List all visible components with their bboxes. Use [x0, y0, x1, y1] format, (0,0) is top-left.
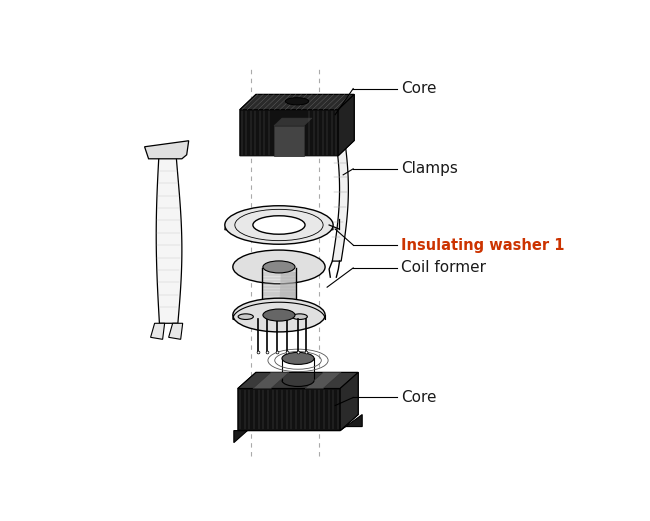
Ellipse shape	[233, 250, 325, 284]
Polygon shape	[238, 373, 358, 389]
Polygon shape	[151, 323, 164, 339]
Polygon shape	[225, 210, 333, 230]
Ellipse shape	[285, 97, 309, 105]
Ellipse shape	[263, 261, 295, 273]
Polygon shape	[340, 373, 358, 430]
Text: Coil former: Coil former	[401, 260, 486, 276]
Text: Core: Core	[401, 390, 437, 405]
Polygon shape	[240, 94, 354, 156]
Polygon shape	[332, 117, 348, 261]
Polygon shape	[262, 268, 296, 314]
Ellipse shape	[292, 314, 307, 319]
Polygon shape	[238, 373, 358, 430]
Polygon shape	[274, 118, 312, 126]
Polygon shape	[305, 373, 341, 389]
Polygon shape	[234, 415, 362, 443]
Ellipse shape	[238, 314, 254, 319]
Ellipse shape	[253, 216, 305, 234]
Polygon shape	[338, 94, 354, 156]
Polygon shape	[168, 323, 183, 339]
Polygon shape	[240, 94, 354, 109]
Text: Insulating washer 1: Insulating washer 1	[401, 238, 565, 253]
Ellipse shape	[225, 206, 333, 244]
Polygon shape	[279, 268, 296, 314]
Polygon shape	[156, 147, 182, 323]
Polygon shape	[144, 141, 188, 159]
Ellipse shape	[263, 309, 295, 321]
Polygon shape	[253, 373, 289, 389]
Ellipse shape	[233, 298, 325, 332]
Text: Core: Core	[401, 81, 437, 96]
Polygon shape	[274, 126, 304, 156]
Ellipse shape	[282, 352, 314, 364]
Text: Clamps: Clamps	[401, 162, 458, 176]
